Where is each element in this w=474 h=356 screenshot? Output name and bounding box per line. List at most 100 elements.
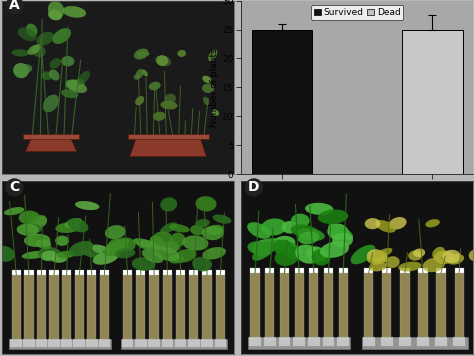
Ellipse shape (367, 251, 388, 265)
Bar (323, 337, 334, 346)
Ellipse shape (291, 224, 319, 239)
Ellipse shape (17, 224, 39, 236)
Ellipse shape (202, 84, 214, 93)
Ellipse shape (247, 241, 273, 255)
Bar (99, 339, 110, 347)
Ellipse shape (134, 48, 149, 59)
Bar (189, 274, 199, 340)
Bar (250, 268, 260, 273)
Ellipse shape (211, 109, 219, 116)
Bar (123, 274, 132, 340)
Ellipse shape (296, 228, 325, 241)
Bar (309, 273, 319, 339)
Bar (399, 337, 410, 346)
Ellipse shape (41, 251, 57, 261)
Ellipse shape (332, 233, 353, 247)
Bar (252, 30, 312, 174)
Bar (280, 268, 289, 273)
Ellipse shape (202, 76, 211, 83)
Ellipse shape (153, 231, 173, 246)
Bar (37, 270, 46, 274)
Polygon shape (130, 136, 206, 157)
Bar (455, 273, 464, 339)
Ellipse shape (78, 71, 90, 85)
Ellipse shape (432, 247, 445, 259)
Bar (48, 339, 60, 347)
Ellipse shape (50, 58, 61, 69)
Ellipse shape (425, 219, 440, 227)
Ellipse shape (49, 69, 60, 80)
Ellipse shape (24, 234, 50, 247)
Bar (162, 339, 173, 347)
Ellipse shape (190, 225, 205, 235)
Ellipse shape (318, 209, 348, 224)
Ellipse shape (83, 250, 100, 258)
Ellipse shape (66, 79, 87, 93)
Ellipse shape (247, 222, 271, 239)
Legend: Survived, Dead: Survived, Dead (311, 5, 403, 20)
Ellipse shape (208, 49, 217, 61)
Ellipse shape (282, 221, 299, 234)
Bar (120, 339, 227, 349)
Bar (123, 270, 132, 274)
Ellipse shape (105, 225, 126, 239)
Ellipse shape (38, 247, 62, 261)
Ellipse shape (26, 23, 37, 37)
Ellipse shape (102, 248, 121, 256)
Ellipse shape (164, 94, 176, 103)
Ellipse shape (257, 240, 284, 252)
Bar (202, 270, 212, 274)
Ellipse shape (4, 207, 24, 215)
Ellipse shape (91, 245, 111, 255)
Bar (324, 268, 333, 273)
Bar (293, 337, 305, 346)
Ellipse shape (27, 44, 41, 55)
Bar (337, 337, 349, 346)
Ellipse shape (398, 262, 421, 272)
Ellipse shape (0, 246, 15, 262)
Ellipse shape (365, 218, 381, 229)
Ellipse shape (369, 262, 387, 271)
Ellipse shape (169, 224, 190, 232)
Bar (400, 273, 410, 339)
Ellipse shape (367, 249, 384, 263)
Bar (250, 273, 260, 339)
Ellipse shape (182, 235, 209, 251)
Ellipse shape (135, 96, 144, 105)
Ellipse shape (351, 245, 375, 264)
Bar (10, 339, 22, 347)
Y-axis label: Number of plants: Number of plants (210, 48, 219, 127)
Ellipse shape (137, 51, 149, 57)
Ellipse shape (55, 222, 81, 233)
Text: C: C (9, 180, 19, 194)
Ellipse shape (161, 241, 179, 253)
Bar (176, 270, 185, 274)
Ellipse shape (48, 10, 62, 20)
Ellipse shape (320, 241, 349, 258)
Ellipse shape (36, 32, 54, 46)
Ellipse shape (255, 238, 286, 247)
Ellipse shape (408, 250, 423, 261)
Bar (419, 268, 428, 273)
Bar (87, 270, 96, 274)
Bar (163, 274, 172, 340)
Ellipse shape (69, 241, 93, 256)
Ellipse shape (18, 27, 37, 41)
Bar (248, 337, 350, 349)
Bar (49, 274, 59, 340)
Ellipse shape (150, 235, 164, 250)
Ellipse shape (203, 97, 209, 105)
Bar (249, 337, 261, 346)
Ellipse shape (374, 248, 392, 258)
Ellipse shape (55, 236, 69, 246)
Ellipse shape (327, 224, 349, 240)
Ellipse shape (66, 79, 84, 90)
Bar (363, 337, 374, 346)
Ellipse shape (155, 55, 171, 66)
Ellipse shape (328, 224, 353, 240)
Bar (149, 270, 159, 274)
Ellipse shape (282, 246, 299, 260)
Bar (12, 274, 21, 340)
Bar (437, 268, 446, 273)
Ellipse shape (154, 247, 180, 261)
